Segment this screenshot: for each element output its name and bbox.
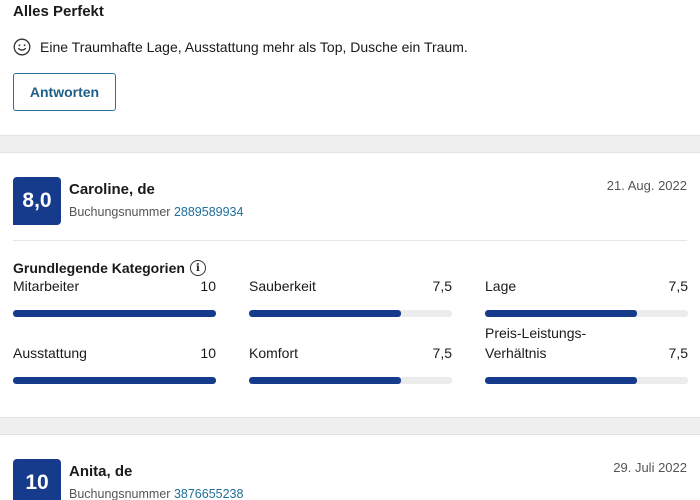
category-bar (485, 377, 688, 384)
category-bar (485, 310, 688, 317)
category-bar (249, 310, 452, 317)
category-bar-fill (249, 377, 402, 384)
category-item: Komfort 7,5 (249, 345, 452, 384)
category-bar-fill (13, 310, 216, 317)
reviewer-name: Caroline, de (69, 181, 155, 198)
booking-number-link[interactable]: 2889589934 (173, 205, 244, 219)
category-value: 10 (200, 278, 216, 294)
review-card: 10 Anita, de Buchungsnummer 3876655238 2… (0, 435, 700, 500)
category-item: Lage 7,5 (485, 278, 688, 317)
category-label: Mitarbeiter (13, 278, 80, 294)
review-date: 21. Aug. 2022 (606, 178, 687, 193)
category-value: 7,5 (432, 278, 452, 294)
category-label: Komfort (249, 345, 299, 361)
category-bar-fill (249, 310, 402, 317)
booking-label: Buchungsnummer (69, 205, 171, 219)
booking-number: Buchungsnummer 3876655238 (69, 487, 243, 500)
review-date: 29. Juli 2022 (613, 460, 687, 475)
card-separator (0, 135, 700, 153)
score-badge: 8,0 (13, 177, 61, 225)
category-item: Preis-Leistungs-Verhältnis 7,5 (485, 325, 688, 384)
category-item: Mitarbeiter 10 (13, 278, 216, 317)
reply-button[interactable]: Antworten (13, 73, 116, 111)
categories-title-text: Grundlegende Kategorien (13, 260, 185, 276)
category-label: Lage (485, 278, 517, 294)
reviewer-name: Anita, de (69, 463, 133, 480)
review-title: Alles Perfekt (13, 3, 104, 20)
category-value: 7,5 (668, 345, 688, 361)
booking-label: Buchungsnummer (69, 487, 171, 500)
score-badge: 10 (13, 459, 61, 500)
category-bar-fill (13, 377, 216, 384)
divider (13, 240, 687, 241)
info-icon[interactable]: i (189, 260, 206, 276)
category-label: Ausstattung (13, 345, 87, 361)
booking-number-link[interactable]: 3876655238 (173, 487, 244, 500)
review-card: Alles Perfekt Eine Traumhafte Lage, Auss… (0, 0, 700, 136)
smiley-icon (13, 38, 31, 56)
category-bar-fill (485, 377, 638, 384)
category-label: Preis-Leistungs-Verhältnis (485, 325, 587, 361)
category-item: Ausstattung 10 (13, 345, 216, 384)
category-bar (249, 377, 452, 384)
category-value: 10 (200, 345, 216, 361)
category-item: Sauberkeit 7,5 (249, 278, 452, 317)
card-separator (0, 417, 700, 435)
category-bar (13, 377, 216, 384)
category-bar-fill (485, 310, 638, 317)
review-card: 8,0 Caroline, de Buchungsnummer 28895899… (0, 153, 700, 417)
category-value: 7,5 (668, 278, 688, 294)
category-bar (13, 310, 216, 317)
review-positive-text: Eine Traumhafte Lage, Ausstattung mehr a… (40, 39, 468, 55)
category-value: 7,5 (432, 345, 452, 361)
category-label: Sauberkeit (249, 278, 316, 294)
categories-title: Grundlegende Kategorien i (13, 260, 206, 276)
booking-number: Buchungsnummer 2889589934 (69, 205, 243, 219)
